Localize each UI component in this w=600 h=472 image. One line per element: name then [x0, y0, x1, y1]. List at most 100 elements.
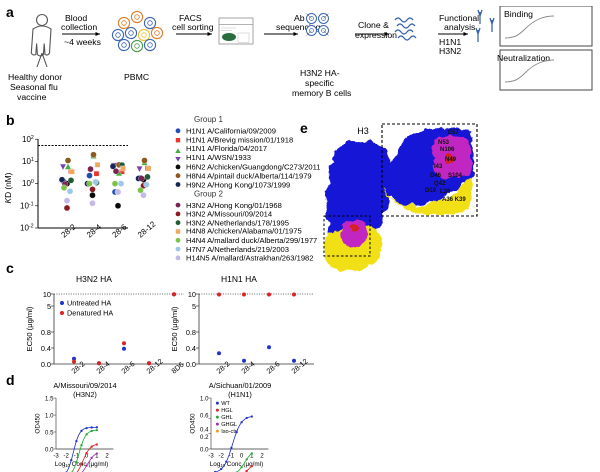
svg-text:0.0: 0.0 — [41, 360, 51, 369]
svg-text:H6N2 A/chicken/Guangdong/C273/: H6N2 A/chicken/Guangdong/C273/2011 — [186, 162, 321, 171]
svg-text:5: 5 — [192, 302, 196, 311]
svg-text:HGL: HGL — [221, 408, 233, 414]
svg-text:-2: -2 — [64, 453, 70, 459]
svg-text:N49: N49 — [445, 157, 457, 163]
svg-text:H4N4 A/mallard duck/Alberta/29: H4N4 A/mallard duck/Alberta/299/1977 — [186, 236, 317, 245]
svg-text:28-12: 28-12 — [145, 357, 165, 376]
svg-text:28-2: 28-2 — [215, 359, 232, 375]
svg-text:0.8: 0.8 — [41, 328, 51, 337]
svg-text:H3N2 HA: H3N2 HA — [76, 274, 112, 284]
svg-text:0.4: 0.4 — [200, 428, 209, 434]
svg-text:Seasonal flu: Seasonal flu — [10, 82, 58, 92]
svg-text:100: 100 — [22, 179, 34, 188]
svg-text:102: 102 — [22, 135, 34, 144]
svg-text:Group 2: Group 2 — [194, 189, 223, 198]
svg-text:10-1: 10-1 — [20, 201, 34, 210]
svg-text:(H1N1): (H1N1) — [228, 390, 252, 399]
svg-text:101: 101 — [22, 157, 34, 166]
svg-text:8D6: 8D6 — [170, 360, 186, 376]
svg-text:OD450: OD450 — [189, 413, 196, 434]
svg-text:28-6: 28-6 — [120, 359, 137, 375]
svg-text:cell sorting: cell sorting — [172, 22, 214, 32]
svg-text:H3N2: H3N2 — [439, 46, 461, 56]
svg-text:H8N4 A/pintail duck/Alberta/11: H8N4 A/pintail duck/Alberta/114/1979 — [186, 171, 312, 180]
svg-text:H1N1 A/California/09/2009: H1N1 A/California/09/2009 — [186, 126, 276, 135]
svg-text:0.2: 0.2 — [200, 435, 209, 441]
svg-text:0.6: 0.6 — [200, 414, 209, 420]
svg-text:GHL: GHL — [221, 415, 233, 421]
svg-text:Binding: Binding — [504, 9, 533, 19]
svg-text:analysis: analysis — [444, 22, 476, 32]
svg-text:Untreated HA: Untreated HA — [67, 299, 111, 308]
svg-text:10-2: 10-2 — [20, 224, 34, 233]
svg-text:specific: specific — [305, 78, 335, 88]
svg-text:0.0: 0.0 — [200, 448, 209, 454]
svg-text:GHGL: GHGL — [221, 422, 237, 428]
svg-text:0: 0 — [240, 453, 244, 459]
svg-text:expression: expression — [355, 30, 397, 40]
svg-text:(H3N2): (H3N2) — [73, 390, 97, 399]
svg-text:Clone &: Clone & — [358, 20, 389, 30]
svg-text:N106: N106 — [440, 147, 455, 153]
svg-text:28-12: 28-12 — [136, 219, 158, 239]
svg-text:28-4: 28-4 — [240, 359, 257, 375]
svg-text:H7N7 A/Netherlands/219/2003: H7N7 A/Netherlands/219/2003 — [186, 245, 289, 254]
svg-text:S104: S104 — [448, 173, 463, 179]
svg-text:A36 K39: A36 K39 — [442, 197, 466, 203]
svg-text:28-6: 28-6 — [111, 222, 129, 240]
svg-text:-2: -2 — [219, 453, 225, 459]
svg-text:0.0: 0.0 — [186, 360, 196, 369]
svg-text:0.5: 0.5 — [45, 431, 54, 437]
svg-text:N53: N53 — [438, 140, 450, 146]
svg-text:-3: -3 — [53, 453, 59, 459]
svg-text:PBMC: PBMC — [124, 72, 149, 82]
svg-text:-3: -3 — [208, 453, 214, 459]
svg-text:H4N8 A/chicken/Alabama/01/1975: H4N8 A/chicken/Alabama/01/1975 — [186, 226, 302, 235]
svg-text:I43: I43 — [434, 164, 443, 170]
svg-text:1.5: 1.5 — [45, 397, 54, 403]
svg-text:A/Missouri/09/2014: A/Missouri/09/2014 — [53, 381, 116, 390]
svg-text:28-4: 28-4 — [95, 359, 112, 375]
svg-text:0.0: 0.0 — [45, 448, 54, 454]
svg-text:28-4: 28-4 — [85, 222, 103, 240]
svg-text:Healthy donor: Healthy donor — [8, 72, 62, 82]
svg-text:EC50 (μg/ml): EC50 (μg/ml) — [170, 306, 179, 351]
svg-text:Denatured HA: Denatured HA — [67, 309, 113, 318]
svg-text:L38: L38 — [440, 189, 451, 195]
svg-text:0.4: 0.4 — [186, 344, 196, 353]
svg-text:vaccine: vaccine — [17, 92, 47, 102]
svg-text:H3N2 A/Hong Kong/01/1968: H3N2 A/Hong Kong/01/1968 — [186, 201, 282, 210]
svg-text:0.8: 0.8 — [186, 328, 196, 337]
svg-text:KD (nM): KD (nM) — [3, 172, 13, 203]
svg-text:E57: E57 — [448, 130, 459, 136]
svg-text:Log10 Conc (μg/ml): Log10 Conc (μg/ml) — [210, 461, 264, 468]
svg-text:A/Sichuan/01/2009: A/Sichuan/01/2009 — [209, 381, 271, 390]
svg-text:0: 0 — [85, 453, 89, 459]
svg-text:2: 2 — [260, 453, 264, 459]
svg-text:0.4: 0.4 — [41, 344, 51, 353]
svg-text:H14N5 A/mallard/Astrakhan/263/: H14N5 A/mallard/Astrakhan/263/1982 — [186, 253, 313, 262]
svg-text:5: 5 — [47, 302, 51, 311]
svg-text:1.0: 1.0 — [45, 414, 54, 420]
svg-text:2: 2 — [105, 453, 109, 459]
svg-text:OD450: OD450 — [34, 413, 41, 434]
svg-text:Q42: Q42 — [434, 181, 446, 187]
svg-text:WT: WT — [221, 401, 230, 407]
svg-text:collection: collection — [61, 22, 97, 32]
svg-text:Group 1: Group 1 — [194, 115, 223, 124]
svg-text:28-6: 28-6 — [265, 359, 282, 375]
svg-text:H1N1 A/Brevig mission/01/1918: H1N1 A/Brevig mission/01/1918 — [186, 135, 293, 144]
svg-text:H1N1 A/Florida/04/2017: H1N1 A/Florida/04/2017 — [186, 144, 267, 153]
svg-text:EC50 (μg/ml): EC50 (μg/ml) — [25, 306, 34, 351]
svg-text:1.0: 1.0 — [200, 397, 209, 403]
svg-text:H1N1 A/WSN/1933: H1N1 A/WSN/1933 — [186, 153, 251, 162]
svg-text:10: 10 — [43, 290, 51, 299]
svg-text:28-2: 28-2 — [60, 222, 78, 240]
svg-text:H3N2 A/Missouri/09/2014: H3N2 A/Missouri/09/2014 — [186, 209, 272, 218]
svg-text:H1N1 HA: H1N1 HA — [221, 274, 257, 284]
svg-text:10: 10 — [188, 290, 196, 299]
svg-text:H3N2 HA-: H3N2 HA- — [300, 68, 340, 78]
svg-text:H9N2 A/Hong Kong/1073/1999: H9N2 A/Hong Kong/1073/1999 — [186, 180, 290, 189]
svg-text:memory B cells: memory B cells — [292, 88, 352, 98]
svg-text:~4 weeks: ~4 weeks — [64, 37, 102, 47]
